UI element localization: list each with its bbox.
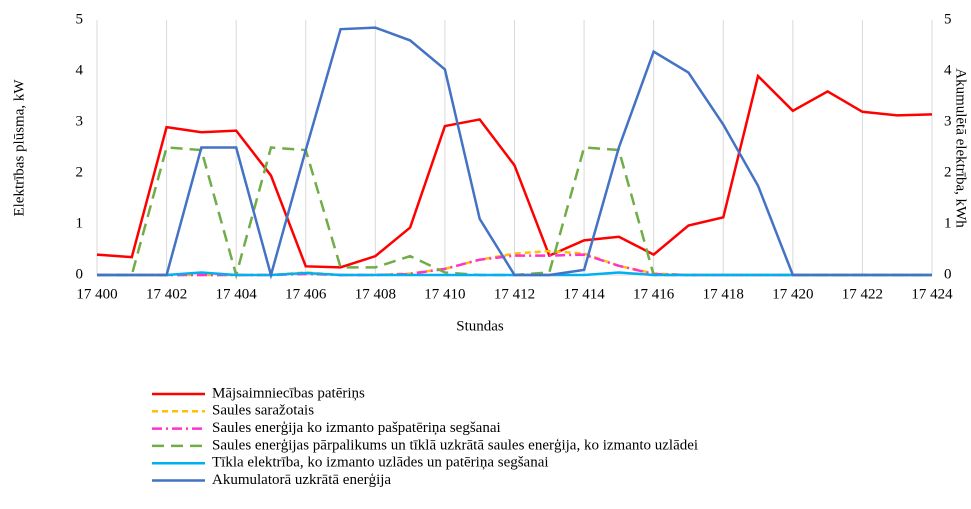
- x-tick-label: 17 400: [76, 286, 117, 302]
- legend-label: Mājsaimniecības patēriņs: [212, 385, 365, 401]
- legend-label: Akumulatorā uzkrātā enerģija: [212, 472, 391, 488]
- x-tick-label: 17 422: [842, 286, 883, 302]
- y2-tick-label: 3: [944, 113, 952, 129]
- y2-tick-label: 0: [944, 266, 952, 282]
- x-tick-label: 17 420: [772, 286, 813, 302]
- x-tick-label: 17 404: [216, 286, 258, 302]
- y-tick-label: 3: [76, 113, 84, 129]
- y2-tick-label: 2: [944, 164, 952, 180]
- x-tick-label: 17 412: [494, 286, 535, 302]
- y-tick-label: 0: [76, 266, 84, 282]
- x-axis-label: Stundas: [456, 318, 504, 334]
- x-tick-label: 17 406: [285, 286, 327, 302]
- y-tick-label: 2: [76, 164, 84, 180]
- series-line: [97, 26, 932, 280]
- x-tick-label: 17 410: [424, 286, 465, 302]
- y2-tick-label: 1: [944, 215, 952, 231]
- x-tick-label: 17 424: [911, 286, 953, 302]
- legend-label: Saules saražotais: [212, 403, 314, 419]
- y2-axis-label: Akumulētā elektrība, kWh: [953, 68, 969, 228]
- y2-tick-label: 4: [944, 62, 952, 78]
- y2-tick-label: 5: [944, 11, 952, 27]
- y-tick-label: 5: [76, 11, 84, 27]
- y-axis-label: Elektrības plūsma, kW: [11, 79, 27, 217]
- y-tick-label: 1: [76, 215, 84, 231]
- x-tick-label: 17 408: [355, 286, 396, 302]
- legend-label: Saules enerģijas pārpalikums un tīklā uz…: [212, 437, 698, 453]
- legend-label: Saules enerģija ko izmanto pašpatēriņa s…: [212, 420, 501, 436]
- x-tick-label: 17 418: [703, 286, 744, 302]
- series-line: [96, 73, 933, 269]
- y-tick-label: 4: [76, 62, 84, 78]
- x-tick-label: 17 402: [146, 286, 187, 302]
- x-tick-label: 17 414: [563, 286, 605, 302]
- x-tick-label: 17 416: [633, 286, 675, 302]
- legend-label: Tīkla elektrība, ko izmanto uzlādes un p…: [212, 455, 549, 471]
